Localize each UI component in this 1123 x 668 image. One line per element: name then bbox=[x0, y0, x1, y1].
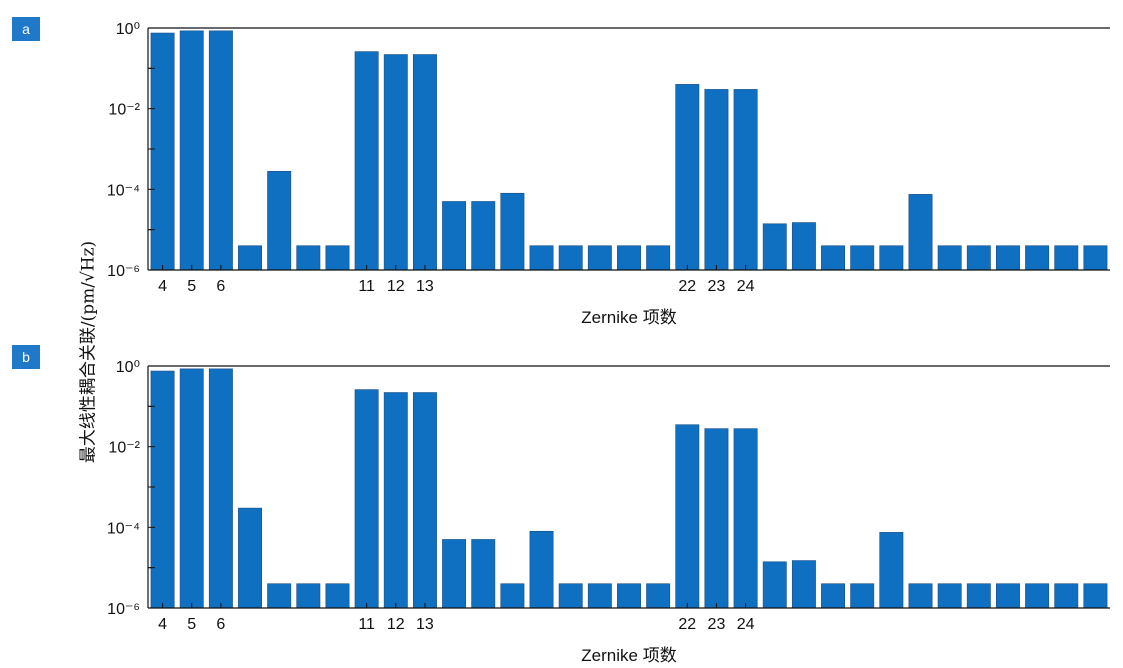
bar bbox=[1083, 583, 1108, 609]
bar bbox=[1025, 245, 1050, 271]
bar bbox=[529, 245, 554, 271]
x-tick-label: 6 bbox=[216, 616, 225, 633]
bar bbox=[325, 583, 350, 609]
bar bbox=[558, 583, 583, 609]
x-tick-label: 24 bbox=[737, 616, 755, 633]
x-axis-label: Zernike 项数 bbox=[581, 646, 676, 665]
bar bbox=[267, 583, 292, 609]
bar bbox=[996, 245, 1020, 271]
bar bbox=[762, 561, 787, 609]
x-axis-label: Zernike 项数 bbox=[581, 308, 676, 327]
bar bbox=[675, 84, 700, 271]
bar bbox=[850, 245, 875, 271]
bar bbox=[558, 245, 583, 271]
bar bbox=[879, 245, 904, 271]
bar bbox=[617, 245, 641, 271]
bar bbox=[383, 392, 408, 609]
bar bbox=[296, 583, 321, 609]
bar bbox=[791, 560, 816, 609]
x-tick-label: 13 bbox=[416, 616, 434, 633]
bar bbox=[1054, 245, 1079, 271]
panel-b-badge: b bbox=[12, 345, 40, 369]
bar bbox=[966, 583, 991, 609]
y-tick-label: 10⁻⁴ bbox=[107, 182, 140, 199]
bar bbox=[821, 583, 846, 609]
bar bbox=[1054, 583, 1079, 609]
x-tick-label: 13 bbox=[416, 278, 434, 295]
bar bbox=[325, 245, 350, 271]
bar bbox=[529, 530, 554, 609]
bar bbox=[675, 424, 700, 609]
bar bbox=[617, 583, 641, 609]
x-tick-label: 4 bbox=[158, 278, 167, 295]
bar bbox=[1083, 245, 1108, 271]
bar bbox=[996, 583, 1020, 609]
bar bbox=[704, 428, 729, 609]
y-tick-label: 10⁻² bbox=[108, 102, 140, 119]
y-tick-label: 10⁻⁶ bbox=[107, 263, 140, 280]
bar bbox=[937, 245, 962, 271]
bar bbox=[354, 51, 379, 271]
y-tick-label: 10⁰ bbox=[116, 21, 140, 38]
x-tick-label: 4 bbox=[158, 616, 167, 633]
bar bbox=[733, 428, 758, 609]
x-tick-label: 5 bbox=[187, 616, 196, 633]
bar bbox=[500, 583, 525, 609]
bar bbox=[238, 507, 262, 609]
bar bbox=[791, 222, 816, 271]
bar bbox=[587, 583, 612, 609]
bar bbox=[646, 245, 671, 271]
bar bbox=[966, 245, 991, 271]
bar bbox=[850, 583, 875, 609]
bar bbox=[704, 89, 729, 271]
bar bbox=[383, 54, 408, 271]
x-tick-label: 24 bbox=[737, 278, 755, 295]
y-tick-label: 10⁻⁴ bbox=[107, 520, 140, 537]
x-tick-label: 22 bbox=[678, 278, 696, 295]
bar bbox=[442, 539, 467, 609]
x-tick-label: 11 bbox=[358, 278, 375, 295]
bar bbox=[646, 583, 671, 609]
bar bbox=[208, 368, 233, 609]
bar bbox=[354, 389, 379, 609]
bar bbox=[762, 223, 787, 271]
bar bbox=[442, 201, 467, 271]
y-tick-label: 10⁰ bbox=[116, 359, 140, 376]
bar bbox=[471, 201, 496, 271]
x-tick-label: 12 bbox=[387, 278, 405, 295]
x-tick-label: 11 bbox=[358, 616, 375, 633]
bar bbox=[500, 192, 525, 271]
bar bbox=[412, 392, 437, 609]
bar bbox=[1025, 583, 1050, 609]
x-tick-label: 6 bbox=[216, 278, 225, 295]
bar bbox=[471, 539, 496, 609]
x-tick-label: 23 bbox=[708, 616, 726, 633]
bar bbox=[296, 245, 321, 271]
y-tick-label: 10⁻⁶ bbox=[107, 601, 140, 618]
y-tick-label: 10⁻² bbox=[108, 440, 140, 457]
chart-panel-b: 10⁰ 10⁻² 10⁻⁴ 10⁻⁶ 4 5 6 11 12 13 22 23 24 Zernike 项数 bbox=[107, 359, 1110, 665]
bar bbox=[908, 194, 933, 271]
chart-panel-a: 10⁰ 10⁻² 10⁻⁴ 10⁻⁶ 4 5 6 11 12 13 22 23 24 Zernike 项数 bbox=[107, 21, 1110, 327]
bar bbox=[733, 89, 758, 271]
x-tick-label: 5 bbox=[187, 278, 196, 295]
x-tick-label: 22 bbox=[678, 616, 696, 633]
bar bbox=[587, 245, 612, 271]
bar bbox=[208, 30, 233, 271]
bar bbox=[412, 54, 437, 271]
bar bbox=[821, 245, 846, 271]
bar bbox=[879, 532, 904, 609]
panel-a-badge: a bbox=[12, 17, 40, 41]
bar bbox=[908, 583, 933, 609]
bar bbox=[267, 171, 292, 271]
bar bbox=[179, 30, 204, 271]
x-tick-label: 23 bbox=[708, 278, 726, 295]
bar bbox=[179, 368, 204, 609]
bar bbox=[937, 583, 962, 609]
bar bbox=[238, 245, 262, 271]
x-tick-label: 12 bbox=[387, 616, 405, 633]
